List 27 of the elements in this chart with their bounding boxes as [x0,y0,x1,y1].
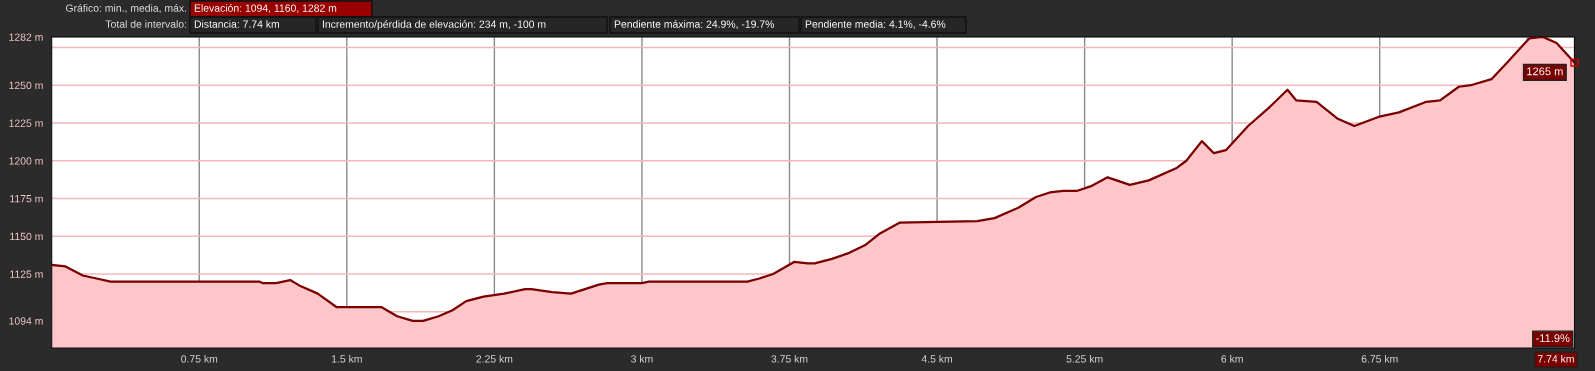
y-tick-label: 1250 m [9,81,43,90]
x-tick-label: 3.75 km [771,354,808,363]
annotation: -11.9% [1536,334,1570,343]
y-tick-label: 1175 m [10,195,43,203]
text: Total de intervalo: [105,20,187,28]
x-tick-label: 7.74 km [1537,354,1574,363]
annotation: 1265 m [1527,67,1563,76]
text: Gráfico: min., media, máx. [65,4,187,14]
y-tick-label: 1282 m [9,33,43,41]
x-tick-label: 4.5 km [921,354,952,363]
y-tick-label: 1150 m [10,232,43,241]
text: Elevación: 1094, 1160, 1282 m [194,4,337,14]
y-tick-label: 1094 m [9,317,43,325]
y-tick-label: 1225 m [9,119,43,127]
x-tick-label: 0.75 km [181,354,218,363]
x-tick-label: 2.25 km [476,354,513,363]
text: Distancia: 7.74 km [194,20,279,28]
y-tick-label: 1200 m [9,157,43,165]
x-tick-label: 6 km [1221,354,1243,363]
x-tick-label: 6.75 km [1361,354,1398,363]
y-tick-label: 1125 m [10,270,43,278]
x-tick-label: 3 km [631,354,653,363]
x-tick-label: 5.25 km [1066,354,1103,363]
text: Pendiente media: 4.1%, -4.6% [805,20,946,30]
text: Pendiente máxima: 24.9%, -19.7% [614,20,775,30]
x-tick-label: 1.5 km [331,354,362,363]
text: Incremento/pérdida de elevación: 234 m, -100 m [322,20,546,30]
